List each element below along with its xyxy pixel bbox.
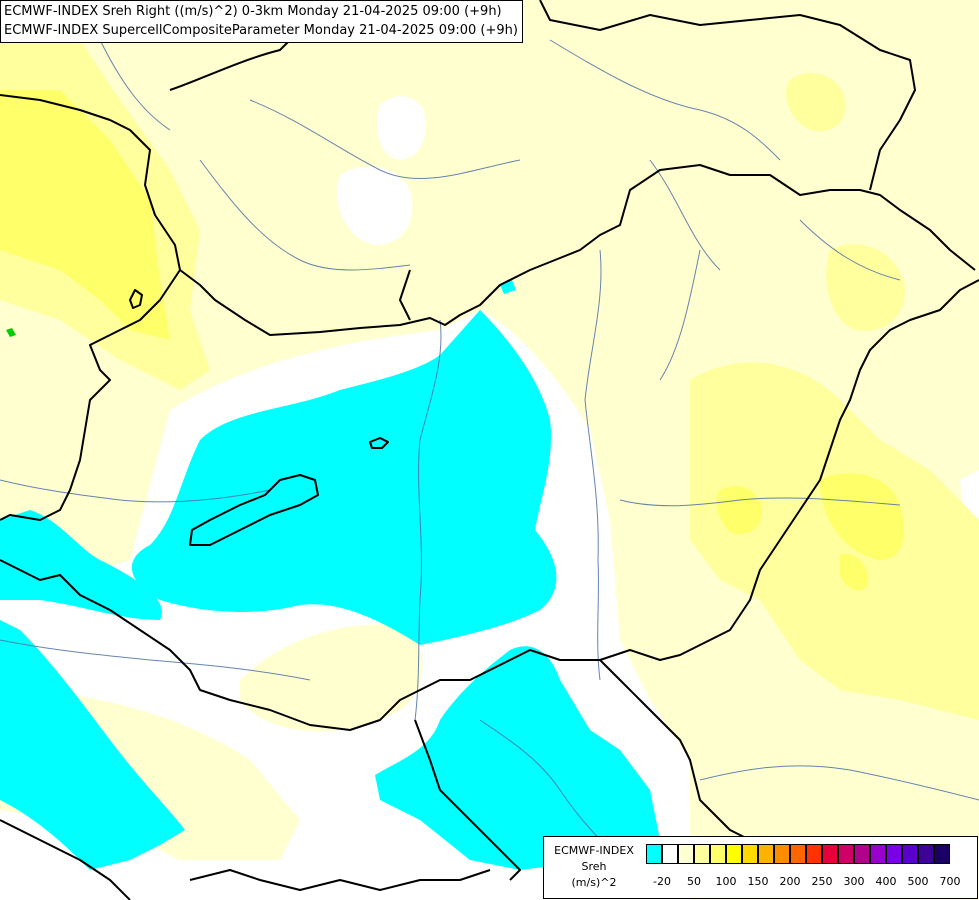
legend-unit: (m/s)^2: [571, 876, 617, 889]
legend-tick-label: 250: [811, 875, 833, 888]
legend-swatch: [822, 844, 838, 864]
legend-tick-label: 200: [779, 875, 801, 888]
legend-tick-label: 50: [687, 875, 701, 888]
legend-swatch: [646, 844, 662, 864]
green-marker: [6, 328, 16, 337]
legend-label: ECMWF-INDEX Sreh (m/s)^2: [546, 843, 642, 891]
yellow-east-band: [690, 362, 979, 720]
legend-tick-label: 700: [939, 875, 961, 888]
white-zone-north2: [376, 96, 426, 160]
legend-swatch: [870, 844, 886, 864]
map-title: ECMWF-INDEX Sreh Right ((m/s)^2) 0-3km M…: [0, 0, 523, 43]
legend-tick-label: 300: [843, 875, 865, 888]
legend-tick-label: 500: [907, 875, 929, 888]
legend-swatch: [662, 844, 678, 864]
legend-swatch: [742, 844, 758, 864]
legend-swatch: [790, 844, 806, 864]
pale-zone-south: [240, 624, 423, 732]
rivers: [0, 39, 979, 861]
legend-swatch: [774, 844, 790, 864]
yellow-east-strong: [820, 473, 904, 560]
legend-variable: Sreh: [581, 860, 607, 873]
legend-swatch: [806, 844, 822, 864]
legend-tick-label: 400: [875, 875, 897, 888]
legend-swatch: [694, 844, 710, 864]
legend-swatch: [710, 844, 726, 864]
legend-swatch: [758, 844, 774, 864]
legend-swatch: [918, 844, 934, 864]
legend-swatch: [726, 844, 742, 864]
legend-swatch: [678, 844, 694, 864]
title-line-1: ECMWF-INDEX Sreh Right ((m/s)^2) 0-3km M…: [4, 4, 502, 19]
yellow-east-strong3: [840, 554, 869, 591]
yellow-west-strong: [0, 90, 170, 340]
yellow-east-strong2: [716, 486, 763, 534]
color-legend: ECMWF-INDEX Sreh (m/s)^2 -20 50 100 150 200 2…: [543, 836, 978, 899]
legend-tick-label: 100: [715, 875, 737, 888]
cyan-center: [131, 310, 557, 645]
cyan-west: [0, 510, 162, 620]
legend-swatch: [886, 844, 902, 864]
legend-swatch: [934, 844, 950, 864]
title-line-2: ECMWF-INDEX SupercellCompositeParameter …: [4, 23, 518, 38]
legend-tick-label: 150: [747, 875, 769, 888]
yellow-northeast: [786, 72, 846, 132]
cyan-southwest: [0, 620, 185, 870]
legend-swatch: [902, 844, 918, 864]
yellow-east: [826, 244, 905, 331]
legend-tick-label: -20: [653, 875, 671, 888]
white-zone-north: [336, 166, 413, 245]
legend-swatch: [838, 844, 854, 864]
legend-source: ECMWF-INDEX: [554, 844, 634, 857]
legend-swatch: [854, 844, 870, 864]
cyan-south: [375, 646, 660, 870]
